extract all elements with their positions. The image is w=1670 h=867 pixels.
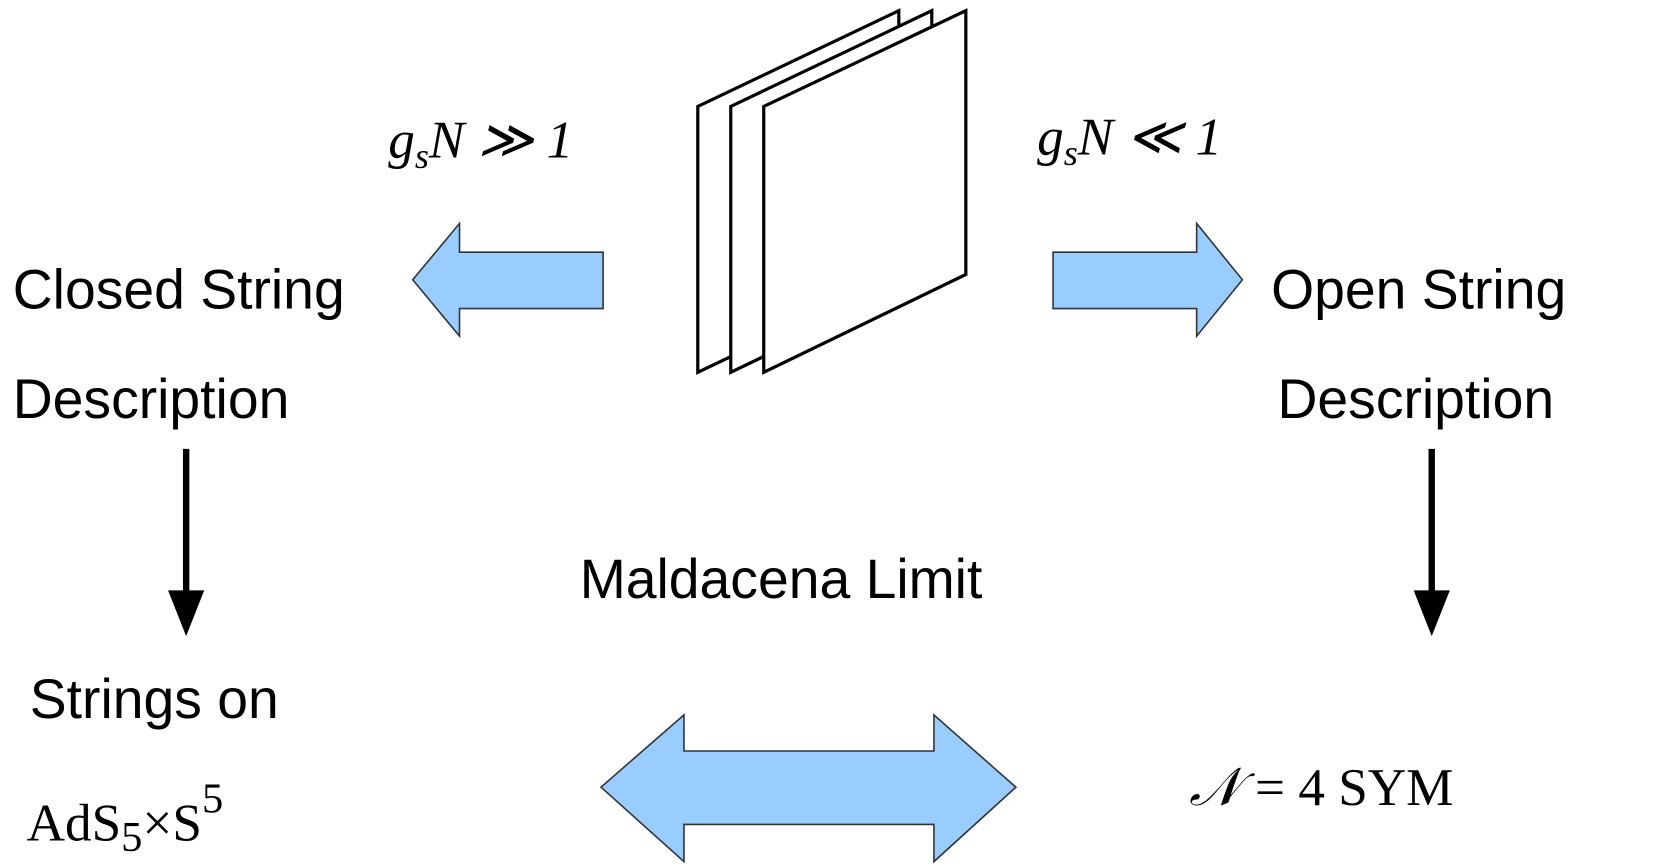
right-title: Open String [1271, 259, 1566, 321]
right-arrow [1053, 223, 1242, 336]
left-result: Strings on [30, 668, 279, 730]
right-result-formula: 𝒩= 4 SYM [1189, 758, 1453, 817]
left-title: Closed String [13, 259, 345, 321]
down-arrow-head [1414, 590, 1450, 636]
right-condition: gsN ≪ 1 [1037, 107, 1222, 173]
left-subtitle: Description [13, 368, 290, 430]
diagram: gsN ≫ 1 gsN ≪ 1 Closed String Descriptio… [0, 0, 1670, 867]
left-result-formula: AdS5×S5 [27, 776, 224, 861]
left-condition: gsN ≫ 1 [388, 110, 573, 176]
center-label: Maldacena Limit [580, 548, 983, 610]
double-arrow [601, 715, 1016, 862]
down-arrow-head [168, 590, 204, 636]
left-arrow [413, 223, 603, 336]
right-subtitle: Description [1277, 368, 1554, 430]
